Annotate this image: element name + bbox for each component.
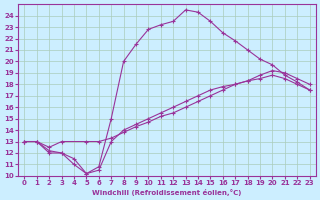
X-axis label: Windchill (Refroidissement éolien,°C): Windchill (Refroidissement éolien,°C) (92, 189, 242, 196)
